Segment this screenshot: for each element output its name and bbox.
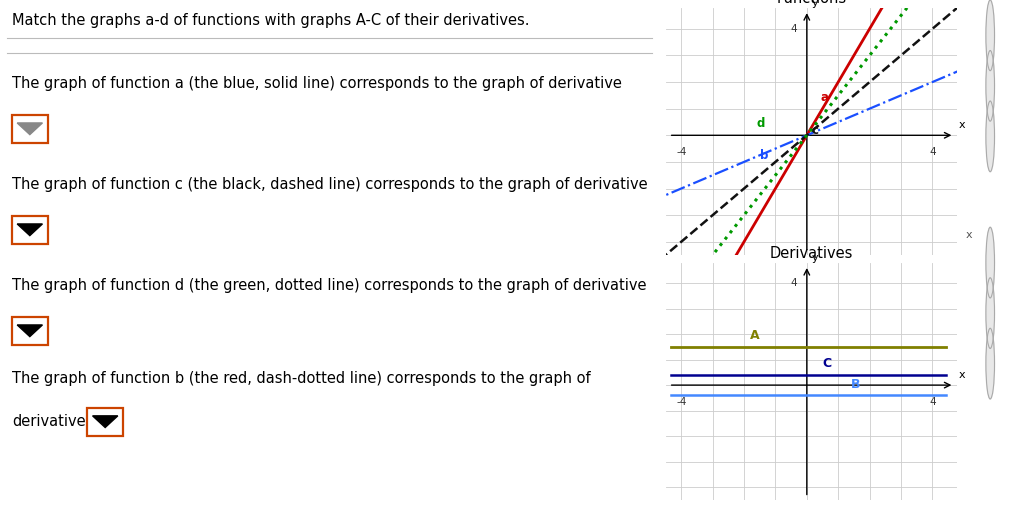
- Text: b: b: [760, 149, 768, 162]
- Text: y: y: [812, 252, 818, 263]
- Text: a: a: [821, 91, 829, 104]
- Text: d: d: [757, 117, 765, 130]
- Text: Match the graphs a-d of functions with graphs A-C of their derivatives.: Match the graphs a-d of functions with g…: [12, 13, 529, 28]
- Circle shape: [986, 328, 994, 399]
- Text: The graph of function c (the black, dashed line) corresponds to the graph of der: The graph of function c (the black, dash…: [12, 177, 647, 192]
- Polygon shape: [17, 224, 42, 236]
- Text: The graph of function d (the green, dotted line) corresponds to the graph of der: The graph of function d (the green, dott…: [12, 278, 646, 293]
- Text: -4: -4: [676, 396, 686, 407]
- FancyBboxPatch shape: [12, 216, 48, 243]
- Text: The graph of function a (the blue, solid line) corresponds to the graph of deriv: The graph of function a (the blue, solid…: [12, 76, 622, 91]
- Text: x: x: [959, 370, 966, 380]
- Text: C: C: [822, 357, 831, 370]
- Title: Derivatives: Derivatives: [770, 246, 853, 262]
- Text: derivative: derivative: [12, 414, 85, 429]
- Text: 4: 4: [929, 147, 936, 157]
- Circle shape: [986, 278, 994, 348]
- Text: 4: 4: [929, 396, 936, 407]
- Text: A: A: [751, 329, 760, 342]
- Text: B: B: [851, 378, 860, 391]
- Text: x: x: [959, 120, 966, 130]
- FancyBboxPatch shape: [12, 317, 48, 345]
- Polygon shape: [17, 325, 42, 337]
- Circle shape: [986, 50, 994, 121]
- Text: 4: 4: [791, 278, 798, 288]
- Title: Functions: Functions: [776, 0, 847, 7]
- Text: 4: 4: [791, 24, 798, 34]
- Circle shape: [986, 101, 994, 172]
- Text: -4: -4: [676, 147, 686, 157]
- Polygon shape: [17, 123, 42, 135]
- FancyBboxPatch shape: [12, 115, 48, 142]
- Text: c: c: [812, 124, 818, 137]
- Circle shape: [986, 0, 994, 71]
- Polygon shape: [92, 416, 118, 428]
- Circle shape: [986, 227, 994, 298]
- Text: y: y: [812, 0, 818, 8]
- FancyBboxPatch shape: [87, 408, 123, 435]
- Text: x: x: [966, 230, 972, 240]
- Text: The graph of function b (the red, dash-dotted line) corresponds to the graph of: The graph of function b (the red, dash-d…: [12, 371, 591, 386]
